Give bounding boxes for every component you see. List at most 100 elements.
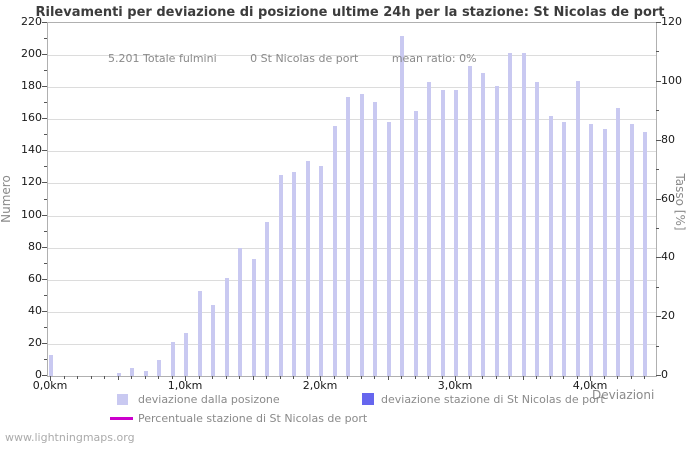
deviation-bar-3.1km: [468, 66, 472, 376]
deviation-bar-1.9km: [306, 161, 310, 376]
deviation-bar-1.4km: [238, 248, 242, 376]
deviation-bar-1.6km: [265, 222, 269, 376]
x-tick: [374, 376, 375, 379]
x-tick: [253, 376, 254, 380]
y-left-minor-tick: [44, 199, 47, 200]
x-tick: [482, 376, 483, 379]
deviation-bar-2.8km: [427, 82, 431, 376]
deviation-bar-1.8km: [292, 172, 296, 376]
mean-ratio-label: mean ratio: 0%: [391, 52, 477, 65]
x-axis-title: Deviazioni: [592, 388, 655, 402]
y-left-major-tick: [42, 54, 47, 55]
deviation-bar-2.1km: [333, 126, 337, 376]
y-right-major-tick: [656, 140, 661, 141]
legend-swatch-deviation: [117, 394, 128, 405]
x-tick: [64, 376, 65, 379]
deviation-bar-3.8km: [562, 122, 566, 376]
y-left-tick-label: 80: [28, 240, 42, 253]
x-tick: [469, 376, 470, 379]
y-left-tick-label: 20: [28, 336, 42, 349]
y-left-minor-tick: [44, 327, 47, 328]
deviation-bar-1.1km: [198, 291, 202, 376]
gridline: [48, 87, 656, 88]
y-right-tick-label: 20: [661, 309, 675, 322]
deviation-bar-0.0km: [49, 355, 53, 376]
x-tick: [307, 376, 308, 379]
y-right-major-tick: [656, 316, 661, 317]
y-right-minor-tick: [656, 287, 659, 288]
deviation-bar-2.9km: [441, 90, 445, 376]
y-left-major-tick: [42, 22, 47, 23]
x-tick: [226, 376, 227, 379]
deviation-bar-1.2km: [211, 305, 215, 376]
deviation-bar-2.5km: [387, 122, 391, 376]
gridline: [48, 55, 656, 56]
y-right-major-tick: [656, 22, 661, 23]
y-right-tick-label: 80: [661, 133, 675, 146]
y-left-minor-tick: [44, 295, 47, 296]
y-left-minor-tick: [44, 102, 47, 103]
deviation-bar-0.9km: [171, 342, 175, 376]
y-left-major-tick: [42, 215, 47, 216]
y-left-major-tick: [42, 86, 47, 87]
y-right-major-tick: [656, 81, 661, 82]
deviation-bar-3.7km: [549, 116, 553, 376]
x-tick: [77, 376, 78, 379]
y-right-minor-tick: [656, 346, 659, 347]
x-tick: [266, 376, 267, 379]
deviation-bar-0.7km: [144, 371, 148, 376]
y-right-tick-label: 120: [661, 15, 682, 28]
legend-swatch-station-deviation: [362, 393, 374, 405]
x-tick: [509, 376, 510, 379]
deviation-bar-3.2km: [481, 73, 485, 376]
x-tick: [496, 376, 497, 379]
legend-label-deviation: deviazione dalla posizone: [138, 393, 280, 406]
x-tick: [293, 376, 294, 379]
x-tick: [91, 376, 92, 379]
gridline: [48, 119, 656, 120]
x-tick: [415, 376, 416, 379]
deviation-bar-2.7km: [414, 111, 418, 376]
y-left-tick-label: 160: [21, 111, 42, 124]
x-tick: [442, 376, 443, 379]
deviation-bar-3.6km: [535, 82, 539, 376]
y-right-minor-tick: [656, 51, 659, 52]
deviation-bar-3.9km: [576, 81, 580, 376]
deviation-bar-0.6km: [130, 368, 134, 376]
x-tick: [523, 376, 524, 380]
y-right-minor-tick: [656, 110, 659, 111]
deviation-bar-4.2km: [616, 108, 620, 376]
total-strikes-label: 5.201 Totale fulmini: [108, 52, 217, 65]
y-left-tick-label: 220: [21, 15, 42, 28]
x-tick: [320, 376, 321, 381]
x-tick: [590, 376, 591, 381]
y-left-major-tick: [42, 118, 47, 119]
y-right-tick-label: 0: [661, 368, 668, 381]
x-tick: [212, 376, 213, 379]
gridline: [48, 344, 656, 345]
x-tick: [644, 376, 645, 379]
y-left-major-tick: [42, 279, 47, 280]
x-tick: [361, 376, 362, 379]
y-left-tick-label: 120: [21, 175, 42, 188]
y-axis-title-right: Tasso [%]: [673, 173, 687, 231]
deviation-bar-2.3km: [360, 94, 364, 376]
deviation-bar-1.7km: [279, 175, 283, 376]
y-right-major-tick: [656, 257, 661, 258]
stats-annotation: 5.201 Totale fulmini 0 St Nicolas de por…: [108, 52, 507, 65]
x-tick: [401, 376, 402, 379]
gridline: [48, 216, 656, 217]
legend-line-station-percent: [110, 417, 133, 420]
deviation-bar-3.5km: [522, 53, 526, 376]
x-tick: [50, 376, 51, 381]
x-tick: [131, 376, 132, 379]
deviation-bar-2.4km: [373, 102, 377, 376]
gridline: [48, 312, 656, 313]
legend-label-station-percent: Percentuale stazione di St Nicolas de po…: [138, 412, 368, 425]
x-tick: [280, 376, 281, 379]
x-tick-label: 0,0km: [32, 379, 68, 392]
x-tick: [563, 376, 564, 379]
y-right-major-tick: [656, 375, 661, 376]
y-right-minor-tick: [656, 228, 659, 229]
y-left-minor-tick: [44, 263, 47, 264]
